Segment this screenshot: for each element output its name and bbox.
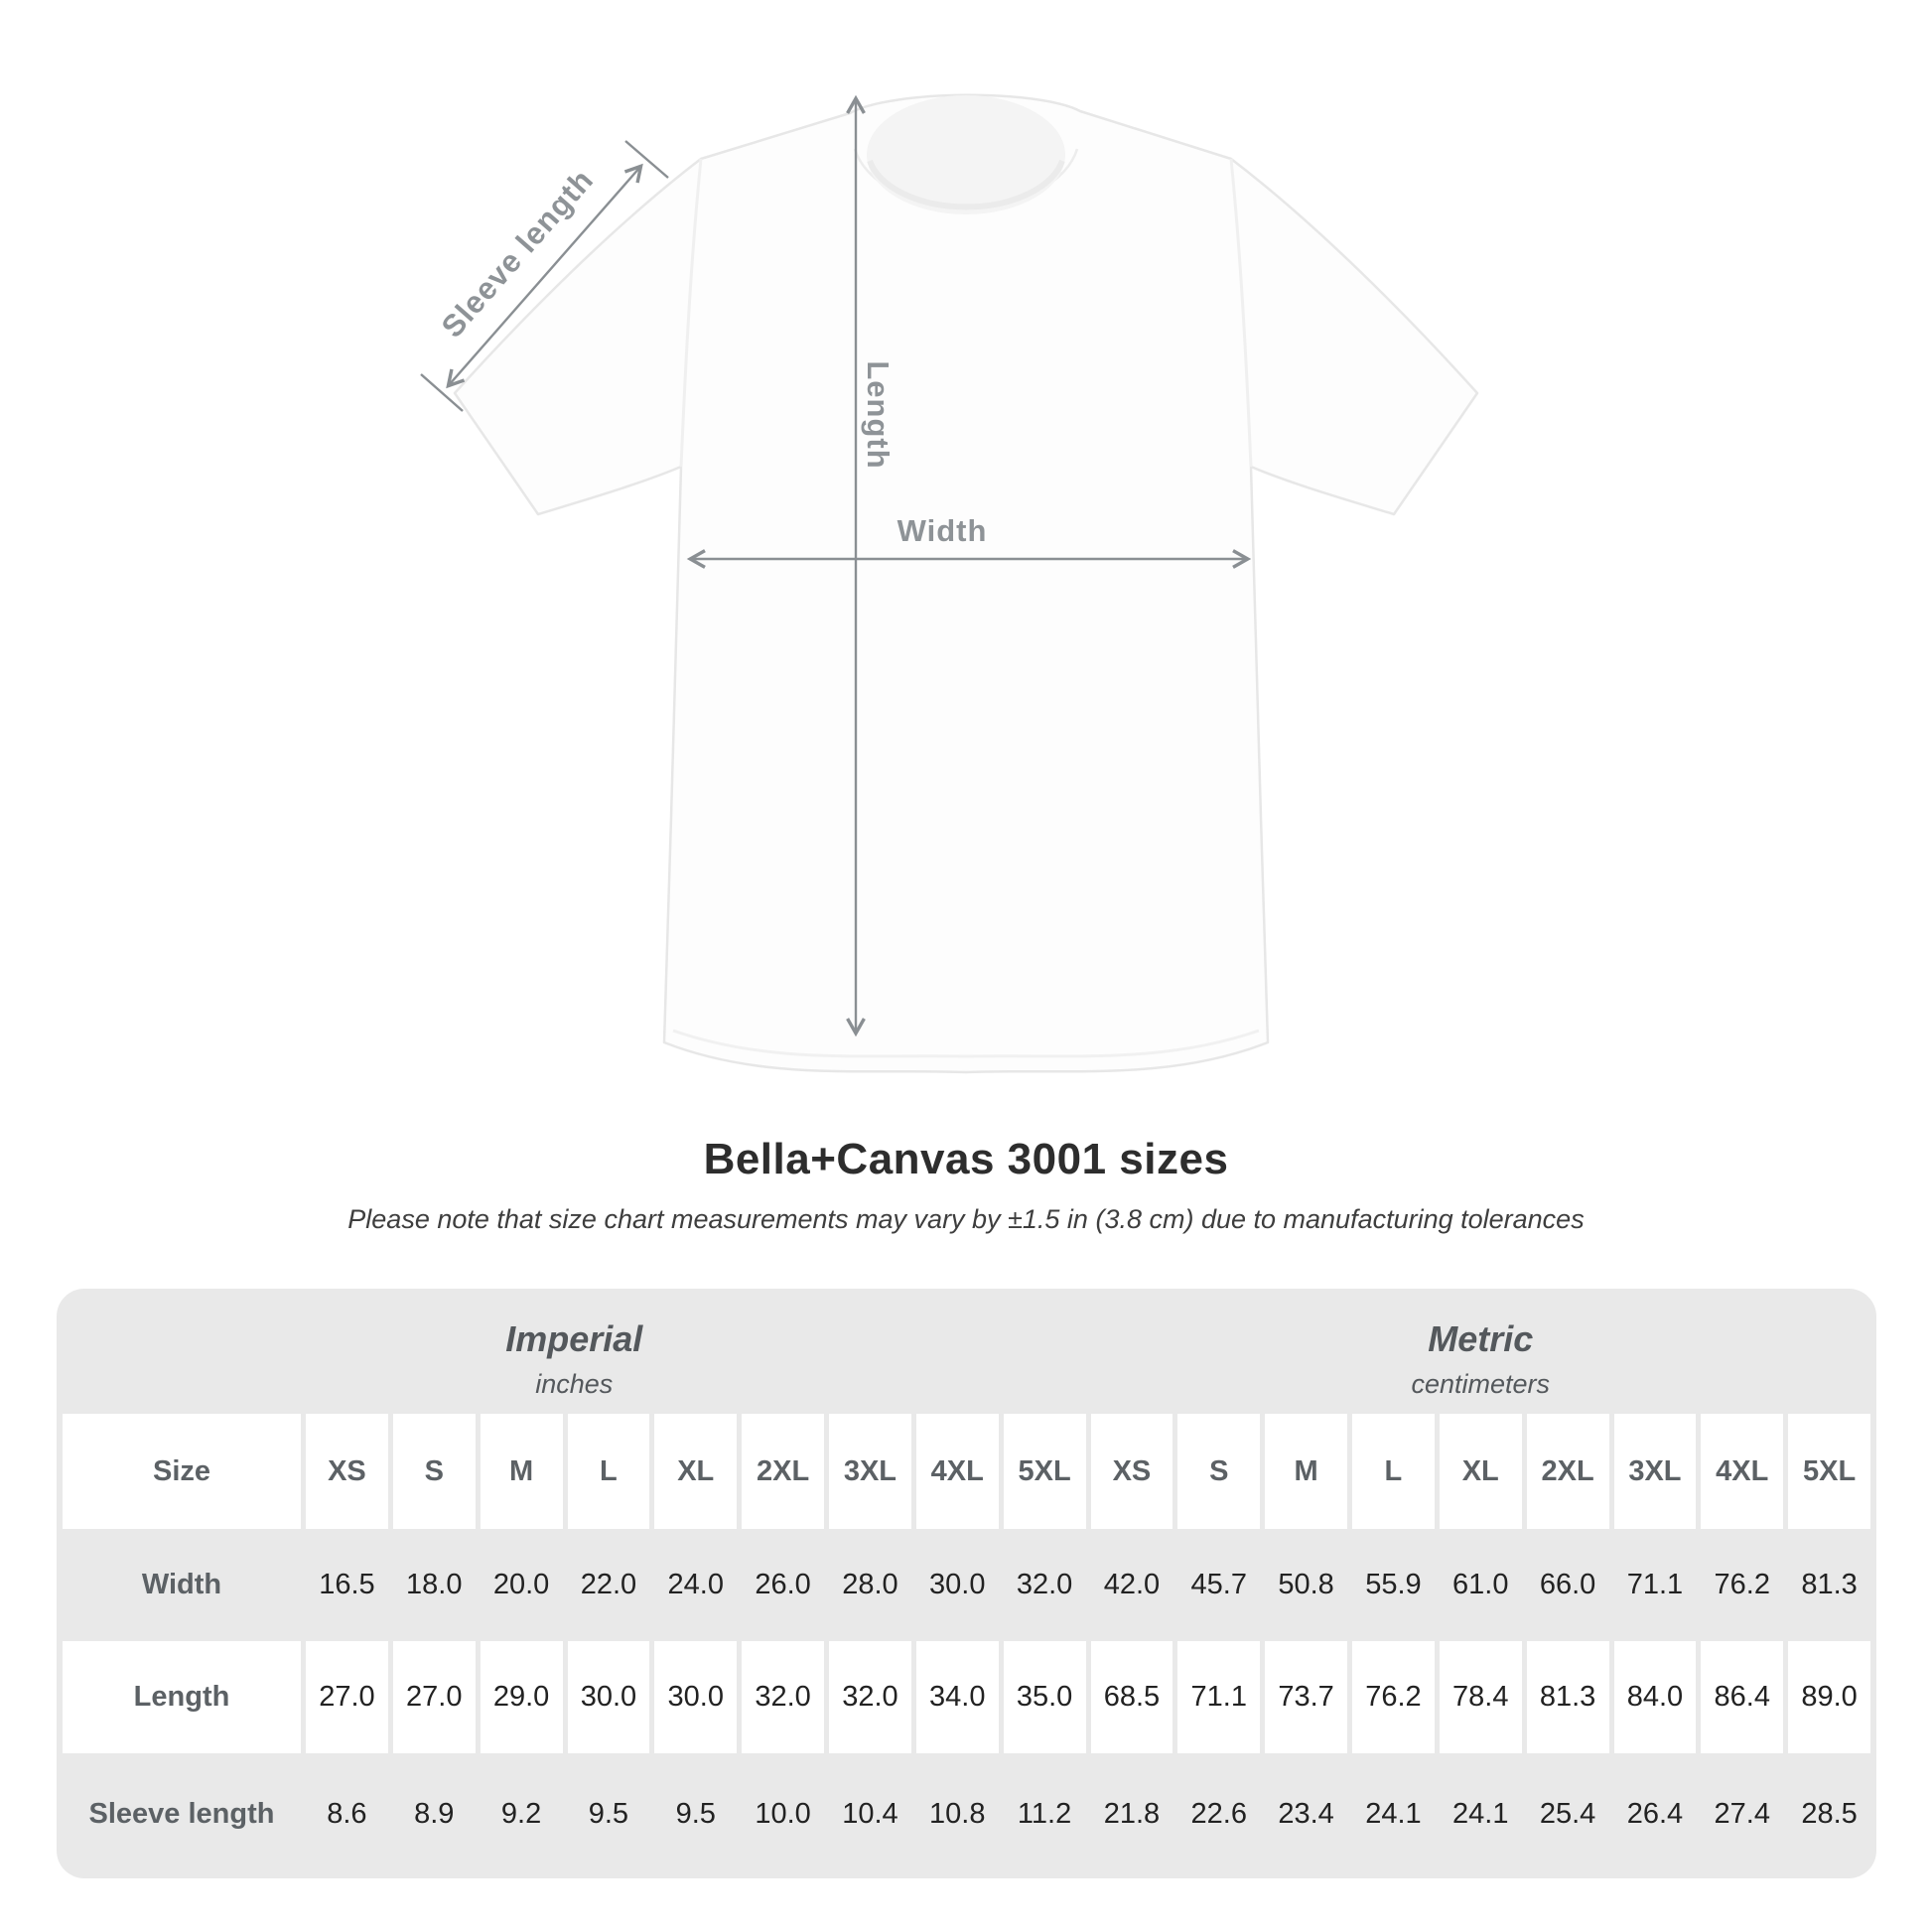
neck-opening [867,95,1065,214]
table-cell: 9.2 [500,1797,542,1830]
size-col-header: XS [1090,1414,1173,1529]
size-col-header: 4XL [915,1414,999,1529]
table-cell: 25.4 [1539,1797,1596,1830]
table-cell: 34.0 [915,1641,999,1753]
sleeve-length-arrow [420,140,669,412]
imperial-header: Imperial inches [63,1289,1086,1414]
table-cell: 8.6 [327,1797,367,1830]
table-cell: 29.0 [480,1641,563,1753]
table-cell: 76.2 [1714,1569,1770,1600]
length-label: Length [861,360,896,469]
metric-label: Metric [1428,1318,1534,1359]
size-col-header: 3XL [1613,1414,1697,1529]
table-cell: 9.5 [588,1797,629,1830]
size-col-header: XL [1439,1414,1522,1529]
table-cell: 28.5 [1801,1797,1858,1830]
size-col-header: L [567,1414,650,1529]
table-cell: 10.8 [929,1797,986,1830]
table-cell: 84.0 [1613,1641,1697,1753]
table-cell: 8.9 [414,1797,455,1830]
table-cell: 27.4 [1714,1797,1770,1830]
size-col-header: 2XL [1526,1414,1609,1529]
imperial-label: Imperial [505,1318,643,1359]
table-cell: 78.4 [1439,1641,1522,1753]
size-header-row: Size XS S M L XL 2XL 3XL 4XL 5XL XS S M … [57,1414,1876,1529]
size-col-header: XL [654,1414,738,1529]
table-cell: 71.1 [1177,1641,1261,1753]
table-cell: 61.0 [1452,1569,1509,1600]
width-label: Width [897,513,988,548]
page-title: Bella+Canvas 3001 sizes [703,1135,1229,1183]
table-cell: 35.0 [1003,1641,1086,1753]
table-cell: 32.0 [1016,1569,1073,1600]
table-cell: 30.0 [929,1569,986,1600]
size-col-header: M [1265,1414,1347,1529]
table-cell: 73.7 [1265,1641,1347,1753]
table-cell: 22.0 [580,1569,637,1600]
table-cell: 9.5 [675,1797,716,1830]
tshirt-graphic [453,93,1479,1074]
table-cell: 30.0 [567,1641,650,1753]
table-cell: 24.1 [1365,1797,1422,1830]
table-cell: 30.0 [654,1641,738,1753]
row-label-length: Length [63,1641,301,1753]
row-label-width: Width [141,1569,222,1600]
table-cell: 22.6 [1190,1797,1247,1830]
tshirt-measurement-diagram: Length Width Sleeve length [420,93,1479,1074]
table-cell: 68.5 [1090,1641,1173,1753]
imperial-units: inches [535,1369,614,1399]
table-cell: 32.0 [829,1641,911,1753]
table-row-sleeve-length: Sleeve length 8.6 8.9 9.2 9.5 9.5 10.0 1… [57,1753,1876,1874]
table-cell: 86.4 [1701,1641,1784,1753]
table-cell: 45.7 [1190,1569,1247,1600]
metric-units: centimeters [1411,1369,1551,1399]
table-cell: 26.4 [1626,1797,1684,1830]
row-label-sleeve-length: Sleeve length [88,1797,275,1830]
table-cell: 50.8 [1278,1569,1334,1600]
table-cell: 24.1 [1452,1797,1509,1830]
table-cell: 66.0 [1539,1569,1596,1600]
table-cell: 71.1 [1626,1569,1684,1600]
size-col-header: 2XL [742,1414,824,1529]
size-col-header: 5XL [1788,1414,1870,1529]
table-cell: 28.0 [842,1569,898,1600]
table-cell: 42.0 [1103,1569,1161,1600]
size-col-header: S [392,1414,476,1529]
table-row-width: Width 16.5 18.0 20.0 22.0 24.0 26.0 28.0… [57,1529,1876,1641]
size-header: Size [63,1414,301,1529]
table-cell: 26.0 [755,1569,811,1600]
size-col-header: 5XL [1003,1414,1086,1529]
size-col-header: 3XL [829,1414,911,1529]
table-cell: 27.0 [392,1641,476,1753]
size-table: Imperial inches Metric centimeters Size … [57,1289,1876,1878]
table-cell: 23.4 [1278,1797,1334,1830]
table-cell: 11.2 [1017,1797,1072,1830]
size-col-header: 4XL [1701,1414,1784,1529]
table-cell: 18.0 [406,1569,463,1600]
size-col-header: L [1352,1414,1435,1529]
table-cell: 24.0 [667,1569,724,1600]
table-cell: 21.8 [1103,1797,1161,1830]
table-cell: 55.9 [1365,1569,1422,1600]
table-cell: 81.3 [1526,1641,1609,1753]
table-cell: 27.0 [306,1641,388,1753]
table-row-length: Length 27.0 27.0 29.0 30.0 30.0 32.0 32.… [57,1641,1876,1753]
size-col-header: XS [306,1414,388,1529]
table-cell: 32.0 [742,1641,824,1753]
metric-header: Metric centimeters [1091,1289,1871,1414]
table-cell: 16.5 [319,1569,375,1600]
size-col-header: M [480,1414,563,1529]
table-cell: 10.4 [842,1797,898,1830]
table-cell: 76.2 [1352,1641,1435,1753]
table-cell: 81.3 [1801,1569,1858,1600]
table-cell: 20.0 [492,1569,550,1600]
size-col-header: S [1177,1414,1261,1529]
table-cell: 10.0 [755,1797,811,1830]
unit-header-row: Imperial inches Metric centimeters [57,1289,1876,1414]
table-cell: 89.0 [1788,1641,1870,1753]
tolerance-note: Please note that size chart measurements… [347,1204,1585,1234]
